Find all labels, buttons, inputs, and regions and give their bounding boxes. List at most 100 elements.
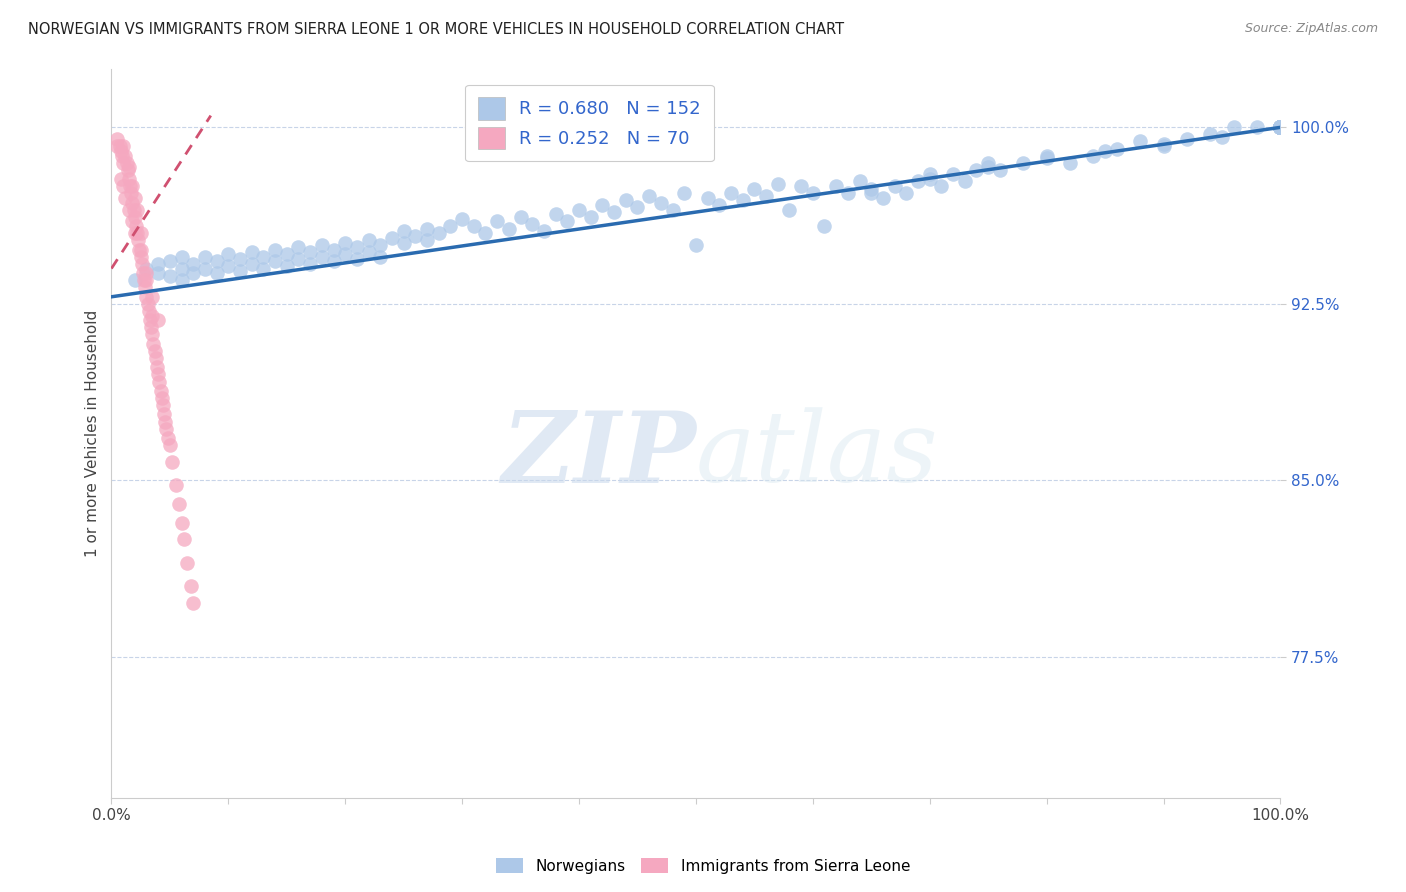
Point	[240, 245, 263, 260]
Point	[860, 186, 883, 201]
Point	[181, 596, 204, 610]
Point	[118, 202, 141, 217]
Point	[392, 224, 415, 238]
Point	[568, 202, 591, 217]
Point	[264, 243, 287, 257]
Point	[252, 250, 274, 264]
Y-axis label: 1 or more Vehicles in Household: 1 or more Vehicles in Household	[86, 310, 100, 557]
Point	[114, 191, 136, 205]
Point	[112, 139, 135, 153]
Point	[134, 280, 156, 294]
Point	[1270, 120, 1292, 135]
Point	[1035, 148, 1057, 162]
Point	[1270, 120, 1292, 135]
Point	[118, 172, 141, 186]
Point	[474, 226, 496, 240]
Point	[1105, 142, 1128, 156]
Point	[357, 233, 380, 247]
Point	[942, 168, 965, 182]
Point	[848, 174, 870, 188]
Point	[180, 579, 202, 593]
Point	[498, 221, 520, 235]
Point	[988, 162, 1011, 177]
Point	[120, 186, 142, 201]
Point	[111, 148, 134, 162]
Point	[205, 254, 228, 268]
Point	[311, 250, 333, 264]
Point	[148, 375, 170, 389]
Point	[135, 266, 157, 280]
Legend: R = 0.680   N = 152, R = 0.252   N = 70: R = 0.680 N = 152, R = 0.252 N = 70	[465, 85, 714, 161]
Point	[1270, 120, 1292, 135]
Point	[1270, 120, 1292, 135]
Point	[1199, 128, 1222, 142]
Point	[1270, 120, 1292, 135]
Point	[205, 266, 228, 280]
Point	[124, 273, 146, 287]
Point	[141, 327, 163, 342]
Point	[977, 161, 1000, 175]
Point	[1222, 120, 1244, 135]
Point	[170, 250, 193, 264]
Point	[217, 259, 239, 273]
Point	[638, 188, 661, 202]
Point	[603, 205, 626, 219]
Point	[135, 273, 157, 287]
Point	[1270, 120, 1292, 135]
Point	[127, 202, 149, 217]
Point	[146, 360, 169, 375]
Point	[287, 252, 309, 267]
Point	[1270, 120, 1292, 135]
Point	[112, 155, 135, 169]
Point	[650, 195, 672, 210]
Point	[170, 273, 193, 287]
Point	[135, 290, 157, 304]
Point	[778, 202, 800, 217]
Point	[977, 155, 1000, 169]
Point	[907, 174, 929, 188]
Point	[159, 268, 181, 283]
Point	[755, 188, 778, 202]
Point	[720, 186, 742, 201]
Point	[1270, 120, 1292, 135]
Point	[135, 261, 157, 276]
Point	[145, 351, 167, 365]
Legend: Norwegians, Immigrants from Sierra Leone: Norwegians, Immigrants from Sierra Leone	[489, 852, 917, 880]
Point	[129, 243, 152, 257]
Point	[276, 247, 298, 261]
Point	[141, 320, 163, 334]
Point	[1270, 120, 1292, 135]
Point	[1270, 120, 1292, 135]
Point	[1270, 120, 1292, 135]
Point	[110, 172, 132, 186]
Point	[105, 139, 128, 153]
Point	[801, 186, 824, 201]
Point	[146, 257, 169, 271]
Point	[146, 368, 169, 382]
Point	[416, 233, 439, 247]
Point	[744, 181, 766, 195]
Point	[124, 191, 146, 205]
Point	[110, 144, 132, 158]
Point	[132, 266, 155, 280]
Point	[131, 257, 153, 271]
Point	[522, 217, 544, 231]
Point	[591, 198, 613, 212]
Point	[1270, 120, 1292, 135]
Point	[146, 313, 169, 327]
Point	[1270, 120, 1292, 135]
Point	[626, 200, 648, 214]
Point	[152, 398, 174, 412]
Point	[1270, 120, 1292, 135]
Point	[105, 132, 128, 146]
Point	[173, 532, 195, 546]
Point	[150, 391, 173, 405]
Point	[427, 226, 450, 240]
Point	[127, 226, 149, 240]
Point	[931, 179, 953, 194]
Point	[1094, 144, 1116, 158]
Point	[918, 168, 941, 182]
Point	[1246, 120, 1268, 135]
Point	[404, 228, 426, 243]
Point	[311, 238, 333, 252]
